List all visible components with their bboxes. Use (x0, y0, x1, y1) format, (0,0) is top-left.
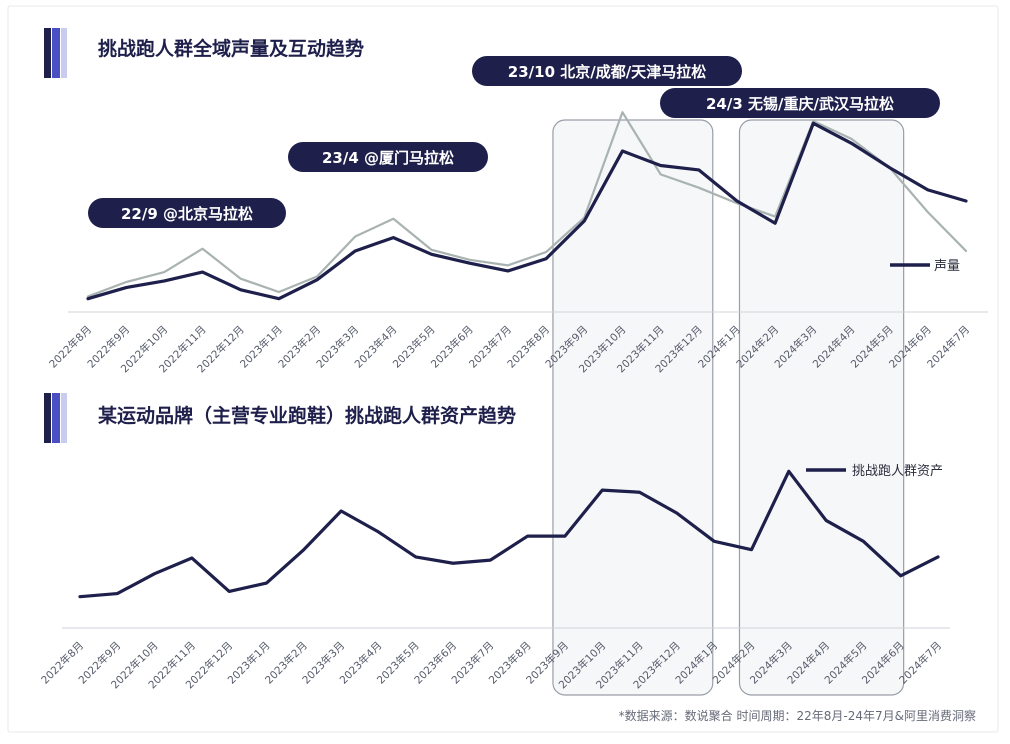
annotation-pill-3-bg (472, 56, 742, 86)
bottom-title-bar-accent (52, 393, 60, 443)
annotation-pill-1: 22/9 @北京马拉松 (88, 198, 286, 228)
annotation-pill-2-bg (288, 142, 488, 172)
top-title-bar-dark (44, 28, 51, 78)
annotation-pill-2-text: 23/4 @厦门马拉松 (322, 149, 454, 167)
annotation-pill-3-text: 23/10 北京/成都/天津马拉松 (508, 63, 706, 81)
source-note: *数据来源：数说聚合 时间周期：22年8月-24年7月&阿里消费洞察 (619, 708, 976, 723)
highlight-window-2023-autumn (552, 119, 714, 696)
top-legend-label: 声量 (934, 259, 960, 274)
bottom-chart-title: 某运动品牌（主营专业跑鞋）挑战跑人群资产趋势 (98, 404, 516, 427)
annotation-pill-3: 23/10 北京/成都/天津马拉松 (472, 56, 742, 86)
bottom-title-group: 某运动品牌（主营专业跑鞋）挑战跑人群资产趋势 (44, 393, 516, 443)
bottom-primary-line (78, 469, 940, 599)
highlight-window-2024-spring (738, 119, 905, 696)
top-title-bar-light (61, 28, 67, 78)
annotation-pill-1-bg (88, 198, 286, 228)
annotation-pill-4-bg (660, 88, 940, 118)
top-chart-title: 挑战跑人群全域声量及互动趋势 (98, 37, 364, 60)
bottom-legend-label: 挑战跑人群资产 (852, 464, 943, 479)
top-series-primary (86, 121, 968, 301)
top-primary-line (86, 121, 968, 301)
annotation-pill-4-text: 24/3 无锡/重庆/武汉马拉松 (706, 95, 894, 113)
bottom-title-bar-dark (44, 393, 51, 443)
top-legend: 声量 (890, 259, 960, 274)
annotation-pill-1-text: 22/9 @北京马拉松 (121, 205, 253, 223)
annotation-pill-2: 23/4 @厦门马拉松 (288, 142, 488, 172)
top-secondary-line (86, 111, 968, 298)
top-title-bar-accent (52, 28, 60, 78)
bottom-series-primary (78, 469, 940, 599)
top-title-group: 挑战跑人群全域声量及互动趋势 (44, 28, 364, 78)
annotation-pill-4: 24/3 无锡/重庆/武汉马拉松 (660, 88, 940, 118)
bottom-title-bar-light (61, 393, 67, 443)
bottom-legend: 挑战跑人群资产 (806, 464, 943, 479)
